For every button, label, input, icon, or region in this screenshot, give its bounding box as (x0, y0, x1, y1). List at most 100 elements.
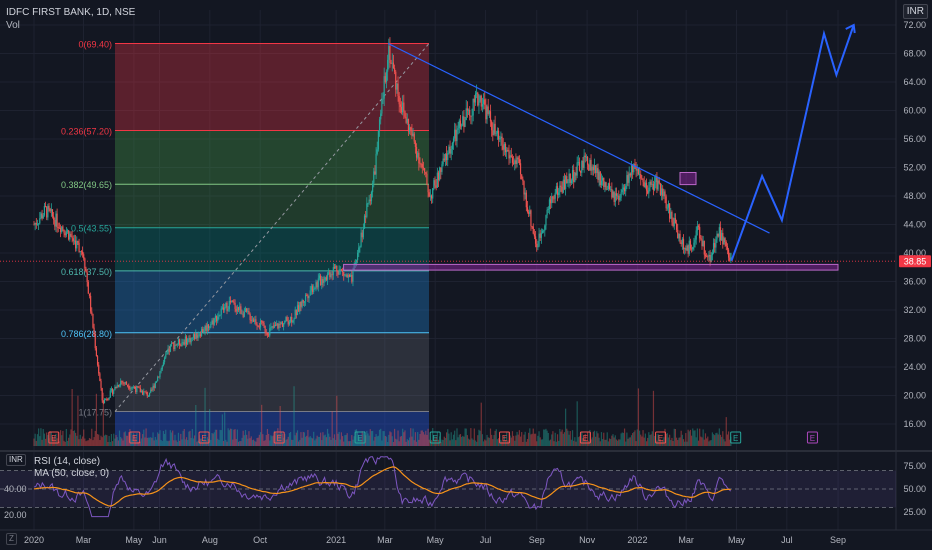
volume-bar (212, 433, 214, 446)
volume-bar (165, 429, 167, 446)
candles (33, 37, 732, 405)
fibonacci-retracement[interactable]: 0(69.40) 0.236(57.20) 0.382(49.65) 0.5(43.5… (61, 40, 430, 446)
candle-body (476, 92, 478, 94)
candle-body (569, 173, 571, 183)
volume-bar (479, 430, 481, 446)
volume-bar (204, 387, 206, 446)
candle-body (539, 233, 541, 238)
candle-body (561, 186, 563, 193)
volume-bar (76, 435, 78, 446)
price-tick-label: 32.00 (903, 305, 926, 315)
candle-body (592, 166, 594, 171)
timezone-icon[interactable]: Z (6, 533, 17, 545)
volume-bar (339, 439, 341, 446)
volume-bar (473, 428, 475, 446)
price-tick-label: 40.00 (903, 248, 926, 258)
rsi-ma-title[interactable]: MA (50, close, 0) (34, 468, 110, 479)
candle-body (333, 267, 336, 269)
fib-trend-line (114, 43, 430, 412)
rsi-unit-badge[interactable]: INR (6, 454, 26, 466)
volume-bar (49, 431, 51, 446)
earnings-marker-label: E (132, 434, 137, 443)
volume-bar (591, 437, 593, 446)
rsi-left-tick-label: 20.00 (4, 510, 27, 520)
candle-body (692, 247, 694, 250)
candle-body (573, 169, 575, 182)
candle-body (690, 248, 693, 250)
volume-bar (426, 434, 428, 446)
candle-body (382, 98, 384, 101)
volume-bar (719, 434, 722, 446)
candle-body (286, 317, 288, 322)
rsi-title[interactable]: RSI (14, close) (34, 456, 101, 467)
volume-bar (102, 392, 104, 446)
candle-body (664, 191, 666, 197)
volume-bar (410, 428, 412, 446)
candle-body (506, 150, 508, 153)
volume-bar (716, 432, 718, 446)
volume-bar (139, 441, 141, 446)
volume-bar (607, 441, 609, 446)
candle-body (138, 387, 140, 389)
volume-bar (654, 435, 656, 446)
volume-bar (598, 437, 600, 446)
volume-bar (605, 439, 607, 446)
candle-body (257, 325, 259, 327)
candle-body (281, 322, 284, 327)
candle-body (248, 311, 250, 315)
volume-bar (169, 430, 171, 446)
candle-body (509, 155, 511, 159)
candle-body (144, 391, 146, 393)
candle-body (359, 246, 361, 248)
candle-body (179, 339, 181, 346)
volume-bar (626, 432, 628, 446)
volume-bar (515, 435, 517, 446)
volume-bar (243, 435, 245, 446)
volume-bar (715, 433, 717, 446)
candle-body (247, 311, 249, 312)
volume-bar (476, 441, 478, 446)
volume-bar (55, 433, 57, 446)
volume-bar (692, 428, 694, 446)
candle-body (645, 182, 648, 191)
candle-body (715, 239, 717, 248)
volume-label: Vol (6, 20, 20, 31)
volume-bar (524, 431, 526, 446)
symbol-title[interactable]: IDFC FIRST BANK, 1D, NSE (6, 7, 136, 18)
volume-bar (366, 430, 368, 446)
candle-body (536, 243, 538, 248)
volume-bar (35, 440, 37, 446)
candle-body (607, 183, 609, 190)
volume-bar (380, 428, 382, 446)
candle-body (163, 357, 166, 363)
candle-body (451, 142, 453, 149)
candle-body (216, 315, 218, 322)
price-unit-badge[interactable]: INR (902, 4, 928, 19)
candle-body (221, 307, 223, 309)
candle-body (308, 295, 310, 299)
volume-bar (488, 437, 490, 446)
volume-bar (304, 436, 307, 446)
volume-bar (295, 432, 297, 446)
volume-bar (309, 436, 311, 446)
candle-body (243, 312, 245, 317)
price-axis[interactable]: 72.00 68.00 64.00 60.00 56.00 52.00 48.00 44.00… (895, 0, 932, 550)
volume-bar (429, 441, 432, 446)
price-tick-label: 52.00 (903, 163, 926, 173)
volume-bar (54, 435, 56, 446)
volume-bar (117, 440, 119, 446)
time-axis[interactable]: 2020 Mar May Jun Aug Oct 2021 Mar May Jul Sep Nov 20… (0, 529, 932, 545)
volume-bar (627, 438, 629, 446)
volume-bar (105, 434, 107, 446)
candle-body (548, 199, 551, 210)
rsi-panel[interactable]: 75.00 50.00 25.00 40.00 20.00 (0, 450, 932, 520)
candle-body (274, 324, 277, 326)
candle-body (485, 104, 487, 120)
volume-bar (115, 435, 117, 446)
drawings[interactable] (0, 23, 896, 271)
candle-body (280, 322, 282, 324)
volume-bar (702, 429, 704, 446)
